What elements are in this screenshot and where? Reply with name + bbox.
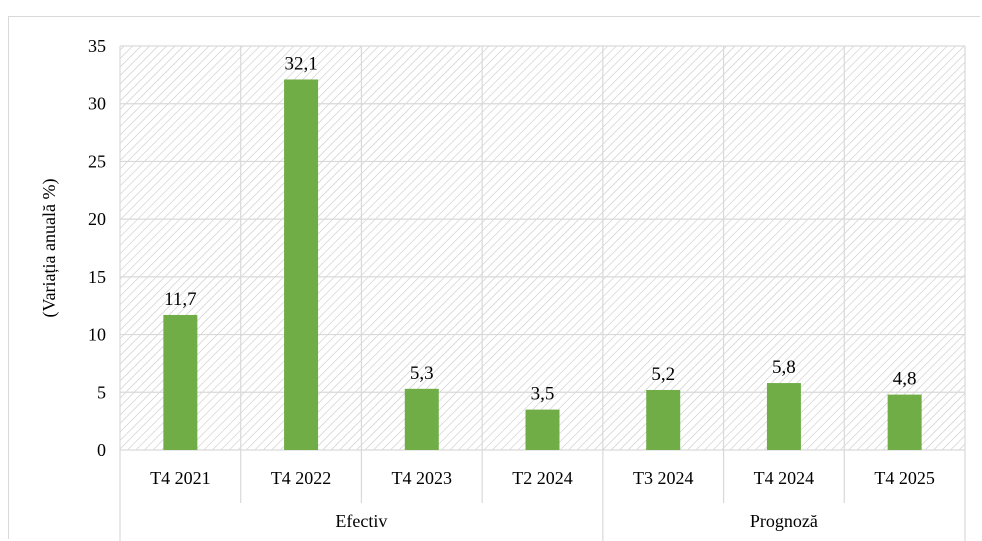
- group-label: Efectiv: [335, 511, 387, 531]
- bars: [163, 79, 922, 450]
- data-label: 5,3: [410, 363, 434, 384]
- bar: [284, 79, 319, 450]
- x-tick-label: T4 2025: [874, 468, 935, 488]
- y-tick-label: 15: [88, 267, 106, 287]
- bar: [887, 394, 922, 450]
- y-tick-label: 30: [88, 94, 106, 114]
- x-tick-label: T2 2024: [512, 468, 573, 488]
- group-label: Prognoză: [750, 511, 818, 531]
- y-tick-label: 10: [88, 325, 106, 345]
- x-tick-label: T4 2023: [392, 468, 453, 488]
- y-axis-title: (Variația anuală %): [39, 179, 60, 318]
- plot-area: [120, 46, 965, 450]
- data-label: 3,5: [531, 384, 555, 405]
- gridlines: [119, 45, 966, 451]
- data-label: 11,7: [164, 289, 197, 310]
- chart-frame: [8, 16, 980, 539]
- x-axis-groups: Efectiv Prognoză: [119, 503, 966, 541]
- data-label: 5,2: [651, 364, 675, 385]
- y-tick-label: 0: [97, 440, 106, 460]
- x-tick-label: T4 2022: [271, 468, 332, 488]
- x-tick-label: T4 2021: [150, 468, 211, 488]
- bar: [163, 314, 198, 450]
- bar: [766, 383, 801, 450]
- y-axis-ticks: 0 5 10 15 20 25 30 35: [88, 36, 106, 460]
- data-label: 4,8: [893, 369, 917, 390]
- y-tick-label: 35: [88, 36, 106, 56]
- x-tick-label: T3 2024: [633, 468, 694, 488]
- data-label: 5,8: [772, 357, 796, 378]
- data-label: 32,1: [284, 53, 317, 74]
- bar: [404, 388, 439, 450]
- x-axis-categories: T4 2021 T4 2022 T4 2023 T2 2024 T3 2024 T4 20…: [119, 450, 966, 503]
- bar: [646, 389, 681, 450]
- data-labels: 11,7 32,1 5,3 3,5 5,2 5,8 4,8: [164, 53, 916, 404]
- bar: [525, 409, 560, 450]
- y-tick-label: 5: [97, 382, 106, 402]
- x-tick-label: T4 2024: [754, 468, 815, 488]
- y-tick-label: 25: [88, 151, 106, 171]
- y-tick-label: 20: [88, 209, 106, 229]
